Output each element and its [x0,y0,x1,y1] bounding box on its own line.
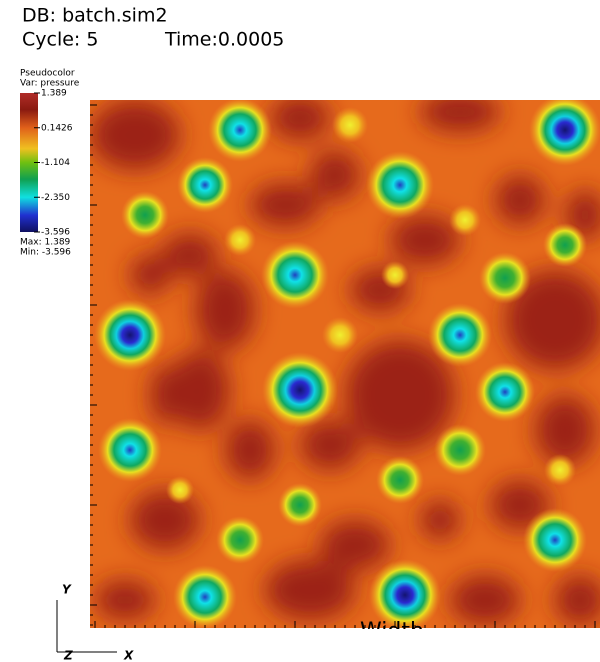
high-region [320,520,390,570]
color-bar-ticks: 1.389 0.1426 -1.104 -2.350 -3.596 [34,89,73,238]
triad-y: Y [62,583,72,597]
high-region [420,500,460,540]
high-region [300,420,360,470]
low-region [381,261,409,289]
triad-z: Z [63,649,73,662]
high-region [162,233,218,277]
low-pressure-regions [94,100,600,628]
high-region [390,215,460,265]
high-region [130,490,200,550]
high-region [495,175,545,225]
low-region [262,352,338,428]
low-region [98,418,162,482]
high-region [265,560,355,620]
high-region [505,270,600,370]
color-bar [20,93,38,232]
low-region [523,508,587,572]
high-region [555,575,600,625]
low-region [173,565,237,628]
low-region [261,241,329,309]
high-region [535,395,595,465]
low-region [376,456,424,504]
high-region [250,183,320,227]
low-region [94,299,166,371]
legend-max: Max: 1.389 [20,238,71,248]
low-region [529,100,600,166]
high-region [225,420,275,480]
triad-x: X [123,649,134,662]
low-region [121,191,169,239]
color-bar-tick-label: 1.389 [41,89,67,99]
low-region [366,151,434,219]
high-region [270,100,330,140]
high-region [450,575,520,625]
color-bar-tick-label: -3.596 [41,228,70,238]
time-label: Time:0.0005 [164,29,284,51]
color-bar-tick-label: -1.104 [41,158,70,168]
high-region [95,580,155,620]
low-region [216,516,264,564]
database-label: DB: batch.sim2 [22,5,168,27]
low-region [166,476,194,504]
low-region [449,204,481,236]
low-region [224,224,256,256]
axis-triad: Y Z X [56,583,134,662]
color-bar-tick-label: -2.350 [41,193,70,203]
high-region [130,255,170,295]
high-region [310,150,360,200]
low-region [322,317,358,353]
low-region [369,559,441,628]
high-region [90,100,180,170]
low-region [208,100,272,162]
legend-plot: Pseudocolor [20,69,75,79]
color-bar-tick-label: 0.1426 [41,123,73,133]
low-region [543,223,587,267]
low-region [177,157,233,213]
axis-ticks [90,104,596,628]
low-region [332,107,368,143]
bottom-margin [0,629,600,662]
high-region [345,340,455,450]
legend-variable: Var: pressure [20,79,80,89]
low-region [434,424,486,476]
high-region [195,270,255,350]
high-region [420,100,500,132]
low-region [479,252,531,304]
cycle-label: Cycle: 5 [22,29,98,51]
high-region [170,350,230,430]
low-region [428,303,492,367]
low-region [544,454,576,486]
low-region [278,483,322,527]
legend-min: Min: -3.596 [20,248,71,258]
high-region [150,365,180,425]
pseudocolor-plot [90,100,600,628]
low-region [475,362,535,422]
